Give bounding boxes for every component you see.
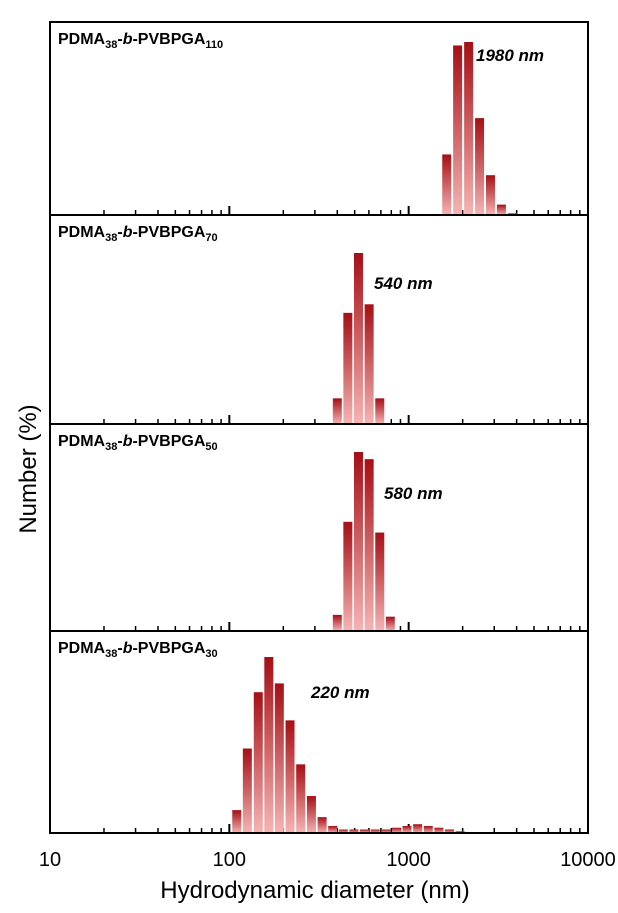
histogram-bar xyxy=(442,154,451,215)
panel-3: PDMA38-b-PVBPGA50 580 nm xyxy=(50,424,588,631)
histogram-bar xyxy=(307,796,316,833)
peak-size-label: 220 nm xyxy=(310,683,370,702)
panel-title: PDMA38-b-PVBPGA70 xyxy=(58,224,218,244)
histogram-bar xyxy=(475,118,484,215)
panel-frame xyxy=(50,424,588,631)
peak-size-label: 1980 nm xyxy=(476,46,544,65)
histogram-bar xyxy=(318,817,327,833)
panel-title: PDMA38-b-PVBPGA110 xyxy=(58,31,223,51)
histogram-bar xyxy=(343,313,352,424)
panel-title: PDMA38-b-PVBPGA50 xyxy=(58,433,218,453)
histogram-bar xyxy=(232,810,241,833)
panel-frame xyxy=(50,215,588,424)
x-tick-label: 100 xyxy=(213,849,246,871)
histogram-bar xyxy=(386,617,395,631)
x-tick-label: 10000 xyxy=(560,849,616,871)
peak-size-label: 540 nm xyxy=(374,274,433,293)
histogram-bar xyxy=(365,459,374,631)
histogram-bar xyxy=(403,826,412,833)
x-axis-title: Hydrodynamic diameter (nm) xyxy=(160,877,469,904)
histogram-bar xyxy=(497,205,506,215)
histogram-bar xyxy=(254,692,263,833)
x-tick-label: 10 xyxy=(39,849,61,871)
histogram-bar xyxy=(375,398,384,424)
histogram-bar xyxy=(413,824,422,833)
x-tick-label: 1000 xyxy=(386,849,431,871)
histogram-bar xyxy=(328,826,337,833)
panel-title: PDMA38-b-PVBPGA30 xyxy=(58,640,218,660)
y-axis-title: Number (%) xyxy=(15,404,42,533)
histogram-bar xyxy=(453,45,462,215)
peak-size-label: 580 nm xyxy=(384,484,443,503)
histogram-bar xyxy=(464,42,473,215)
histogram-bar xyxy=(375,533,384,631)
histogram-bar xyxy=(333,615,342,631)
histogram-bar xyxy=(296,764,305,833)
histogram-bar xyxy=(333,398,342,424)
histogram-bar xyxy=(243,749,252,833)
histogram-bar xyxy=(424,826,433,833)
histogram-bar xyxy=(354,253,363,424)
histogram-bar xyxy=(275,683,284,833)
panel-4: PDMA38-b-PVBPGA30 220 nm xyxy=(50,631,588,833)
histogram-bar xyxy=(486,175,495,215)
histogram-bar xyxy=(264,657,273,833)
histogram-bar xyxy=(354,452,363,631)
x-axis: 10 100 1000 10000 xyxy=(39,849,616,871)
histogram-bar xyxy=(365,304,374,424)
panel-1: PDMA38-b-PVBPGA110 1980 nm xyxy=(50,22,588,215)
histogram-bar xyxy=(286,720,295,833)
histogram-bar xyxy=(343,522,352,631)
panel-2: PDMA38-b-PVBPGA70 540 nm xyxy=(50,215,588,424)
panel-frame xyxy=(50,631,588,833)
